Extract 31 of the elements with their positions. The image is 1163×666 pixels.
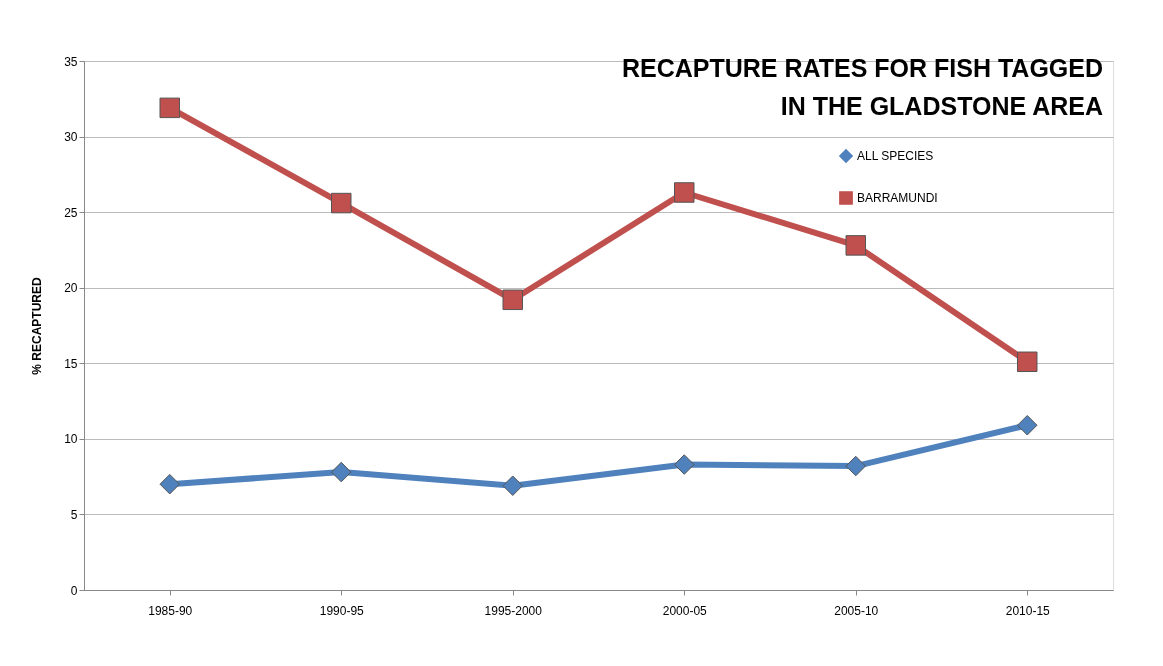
x-tick-label: 2010-15 (1005, 603, 1051, 618)
x-tick-label: 1985-90 (148, 603, 193, 618)
y-tick-label: 5 (70, 507, 78, 522)
legend-label: ALL SPECIES (857, 149, 934, 163)
text: RECAPTURE RATES FOR FISH TAGGED (621, 54, 1103, 82)
text: IN THE GLADSTONE AREA (780, 92, 1103, 120)
y-tick-label: 25 (64, 205, 78, 220)
x-tick-label: 2005-10 (834, 603, 879, 618)
legend-label: BARRAMUNDI (857, 191, 938, 205)
point (845, 235, 866, 256)
point (502, 475, 523, 496)
x-tick-label: 2000-05 (662, 603, 708, 618)
y-tick-label: 0 (70, 583, 78, 598)
x-tick-label: 1990-95 (319, 603, 365, 618)
x-tick-label: 1995-2000 (484, 603, 543, 618)
point (1017, 351, 1038, 373)
y-axis-title: % RECAPTURED (30, 277, 45, 375)
y-tick-label: 20 (64, 281, 78, 296)
y-tick-label: 30 (64, 130, 78, 145)
y-tick-label: 15 (64, 356, 78, 371)
y-tick-label: 10 (64, 432, 78, 447)
point (502, 289, 523, 311)
point (1017, 415, 1038, 436)
y-tick-label: 35 (64, 54, 78, 69)
point (845, 455, 866, 477)
point (674, 454, 695, 475)
point (159, 97, 180, 119)
point (159, 473, 180, 495)
point (674, 182, 695, 203)
point (331, 461, 352, 483)
point (331, 192, 352, 214)
